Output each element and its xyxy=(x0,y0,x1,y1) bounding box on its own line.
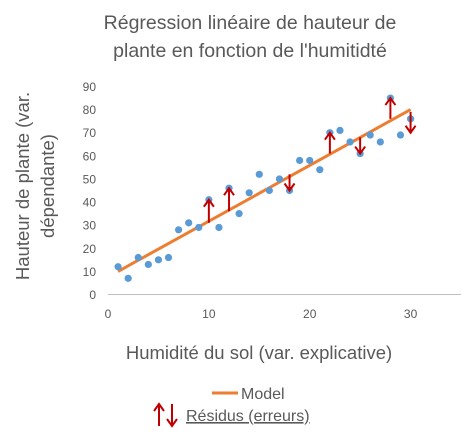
data-point xyxy=(376,138,384,146)
data-point xyxy=(215,223,223,232)
data-point xyxy=(255,170,263,178)
x-tick-label: 20 xyxy=(303,307,317,321)
data-point xyxy=(366,131,374,139)
data-point xyxy=(275,175,284,183)
y-tick-label: 40 xyxy=(83,196,97,210)
data-point xyxy=(144,260,152,269)
legend-residuals-label: Résidus (erreurs) xyxy=(186,408,310,425)
data-point xyxy=(346,138,354,146)
data-point xyxy=(245,189,253,197)
residual-arrow xyxy=(223,186,235,212)
x-tick-label: 0 xyxy=(105,307,112,321)
data-point xyxy=(124,274,132,282)
x-tick-label: 30 xyxy=(404,307,418,321)
y-axis-label-line-1: Hauteur de plante (var. xyxy=(12,92,33,280)
x-tick-label: 10 xyxy=(202,307,216,321)
data-point xyxy=(175,226,183,234)
chart-title-line-2: plante en fonction de l'humitidté xyxy=(113,40,387,62)
y-tick-label: 20 xyxy=(83,242,97,256)
y-axis-label-line-2: dépendante) xyxy=(37,134,58,238)
data-point xyxy=(154,256,163,264)
y-tick-label: 70 xyxy=(83,126,97,140)
y-tick-label: 80 xyxy=(83,103,97,117)
legend-up-arrow xyxy=(153,402,165,426)
y-tick-label: 90 xyxy=(83,80,97,94)
x-axis-label: Humidité du sol (var. explicative) xyxy=(126,342,392,363)
residual-arrow xyxy=(203,198,215,223)
legend-model-label: Model xyxy=(241,386,285,403)
data-point xyxy=(164,253,173,262)
data-point xyxy=(195,223,203,232)
data-point xyxy=(114,263,122,271)
model-line xyxy=(117,108,412,273)
chart-title-line-1: Régression linéaire de hauteur de xyxy=(104,12,397,34)
data-point xyxy=(185,219,193,227)
data-point xyxy=(265,186,273,195)
data-point xyxy=(396,131,405,139)
data-point xyxy=(134,253,142,262)
data-point xyxy=(235,210,243,218)
residual-arrow xyxy=(283,174,296,193)
data-point xyxy=(296,156,304,165)
data-point xyxy=(316,166,324,174)
residual-arrow xyxy=(384,96,397,119)
residual-arrow xyxy=(404,111,417,135)
data-point xyxy=(336,126,344,135)
legend-down-arrow xyxy=(166,404,178,428)
y-tick-label: 0 xyxy=(89,288,96,302)
y-tick-label: 30 xyxy=(83,219,97,233)
residual-arrow xyxy=(354,137,366,156)
plot-area: 0 10 20 30 40 50 60 70 80 90 0 10 20 30 xyxy=(83,80,461,321)
y-tick-label: 50 xyxy=(83,172,97,186)
data-point xyxy=(306,156,314,165)
y-tick-label: 10 xyxy=(83,265,97,279)
legend-residuals-arrows-icon xyxy=(153,402,178,428)
y-tick-label: 60 xyxy=(83,149,97,163)
residual-arrow xyxy=(324,131,336,154)
